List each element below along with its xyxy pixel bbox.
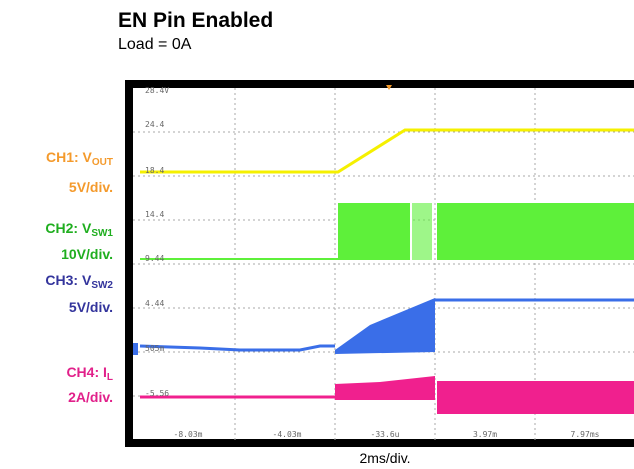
y-label: 505m bbox=[145, 344, 164, 353]
prefix: CH4: I bbox=[66, 364, 106, 380]
y-label: 28.4V bbox=[145, 86, 169, 95]
trigger-marker bbox=[386, 85, 392, 90]
sub: OUT bbox=[92, 157, 113, 168]
ch3-burst bbox=[335, 298, 435, 354]
prefix: CH3: V bbox=[45, 272, 92, 288]
sub: L bbox=[107, 372, 113, 383]
ch4-burst bbox=[437, 381, 634, 414]
y-label: 24.4 bbox=[145, 120, 164, 129]
channel-labels: CH1: VOUT 5V/div. CH2: VSW1 10V/div. CH3… bbox=[45, 149, 113, 405]
channel-name: CH4: IL bbox=[66, 364, 113, 383]
x-label: 3.97m bbox=[473, 430, 497, 439]
x-label: -33.6u bbox=[371, 430, 400, 439]
channel-name: CH2: VSW1 bbox=[45, 220, 113, 239]
y-label: 9.44 bbox=[145, 254, 164, 263]
channel-scale: 5V/div. bbox=[69, 179, 113, 195]
ch2-burst bbox=[338, 203, 410, 260]
timebase: 2ms/div. bbox=[359, 450, 410, 466]
prefix: CH1: V bbox=[46, 149, 93, 165]
channel-name: CH3: VSW2 bbox=[45, 272, 113, 291]
ch3-trace bbox=[139, 344, 335, 352]
ch1-trace bbox=[140, 128, 634, 174]
y-label: 14.4 bbox=[145, 210, 164, 219]
channel-scale: 10V/div. bbox=[61, 246, 113, 262]
ch2-burst bbox=[412, 203, 432, 260]
x-label: -4.03m bbox=[273, 430, 302, 439]
channel-scale: 5V/div. bbox=[69, 299, 113, 315]
channel-name: CH1: VOUT bbox=[46, 149, 113, 168]
x-label: -8.03m bbox=[174, 430, 203, 439]
title: EN Pin Enabled bbox=[118, 9, 273, 32]
sub: SW2 bbox=[91, 280, 113, 291]
channel-scale: 2A/div. bbox=[68, 389, 113, 405]
scope-screen: 28.4V 24.4 18.4 14.4 9.44 4.44 505m -5.5… bbox=[125, 80, 634, 447]
ch4-burst bbox=[335, 376, 435, 400]
y-label: 4.44 bbox=[145, 299, 164, 308]
x-label: 7.97ms bbox=[571, 430, 600, 439]
y-label: -5.56 bbox=[145, 389, 169, 398]
y-label: 18.4 bbox=[145, 166, 164, 175]
subtitle: Load = 0A bbox=[118, 36, 192, 53]
prefix: CH2: V bbox=[45, 220, 92, 236]
ch3-marker bbox=[133, 343, 138, 355]
sub: SW1 bbox=[91, 228, 113, 239]
ch2-burst bbox=[437, 203, 634, 260]
